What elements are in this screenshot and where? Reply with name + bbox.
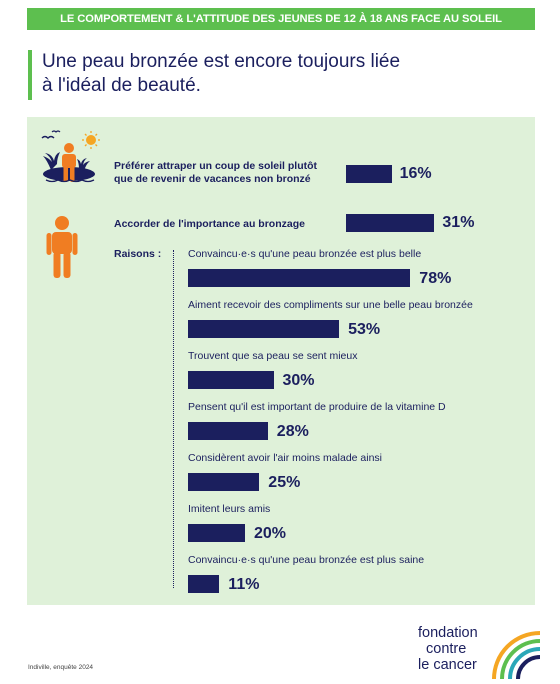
reason-label: Aiment recevoir des compliments sur une … <box>188 299 473 311</box>
reason-bar <box>188 575 220 593</box>
reason-label: Convaincu·e·s qu'une peau bronzée est pl… <box>188 554 425 566</box>
logo-arcs-icon <box>492 631 541 680</box>
item-label-sunburn: Préférer attraper un coup de soleil plut… <box>114 160 317 186</box>
headline-line-2: à l'idéal de beauté. <box>42 75 201 96</box>
reason-bar <box>188 320 340 338</box>
header-banner: LE COMPORTEMENT & L'ATTITUDE DES JEUNES … <box>27 8 535 30</box>
source-note: Indiville, enquête 2024 <box>28 664 94 671</box>
logo: fondation contre le cancer <box>418 625 548 681</box>
reason-value: 78% <box>419 270 452 287</box>
reason-value: 53% <box>348 321 381 338</box>
island-sun-icon <box>41 130 100 183</box>
value-sunburn: 16% <box>399 165 432 182</box>
reason-value: 25% <box>268 474 301 491</box>
reason-label: Convaincu·e·s qu'une peau bronzée est pl… <box>188 248 422 260</box>
reason-bar <box>188 422 268 440</box>
reason-value: 30% <box>282 372 315 389</box>
reason-value: 11% <box>228 576 260 593</box>
reasons-divider <box>173 250 174 588</box>
item-label-sunburn-line-1: Préférer attraper un coup de soleil plut… <box>114 160 318 172</box>
bar-tanning-importance <box>346 214 435 232</box>
reason-value: 20% <box>254 525 287 542</box>
person-icon <box>46 216 78 278</box>
reason-label: Trouvent que sa peau se sent mieux <box>188 350 358 362</box>
reason-value: 28% <box>276 423 309 440</box>
chart-panel <box>27 117 535 605</box>
reason-bar <box>188 524 245 542</box>
reason-bar <box>188 473 260 491</box>
logo-line-1: fondation <box>418 625 478 641</box>
reason-bar <box>188 269 411 287</box>
item-label-sunburn-line-2: que de revenir de vacances non bronzé <box>114 173 311 185</box>
bar-sunburn <box>346 165 392 183</box>
reason-label: Imitent leurs amis <box>188 503 271 515</box>
reasons-label: Raisons : <box>114 248 162 260</box>
headline: Une peau bronzée est encore toujours lié… <box>28 50 508 100</box>
reason-label: Pensent qu'il est important de produire … <box>188 401 446 413</box>
reason-bar <box>188 371 274 389</box>
reason-label: Considèrent avoir l'air moins malade ain… <box>188 452 383 464</box>
value-tanning-importance: 31% <box>442 214 475 231</box>
headline-line-1: Une peau bronzée est encore toujours lié… <box>42 51 401 72</box>
item-label-tanning-importance: Accorder de l'importance au bronzage <box>114 218 305 230</box>
logo-line-2: contre <box>426 641 467 657</box>
logo-line-3: le cancer <box>418 657 477 673</box>
